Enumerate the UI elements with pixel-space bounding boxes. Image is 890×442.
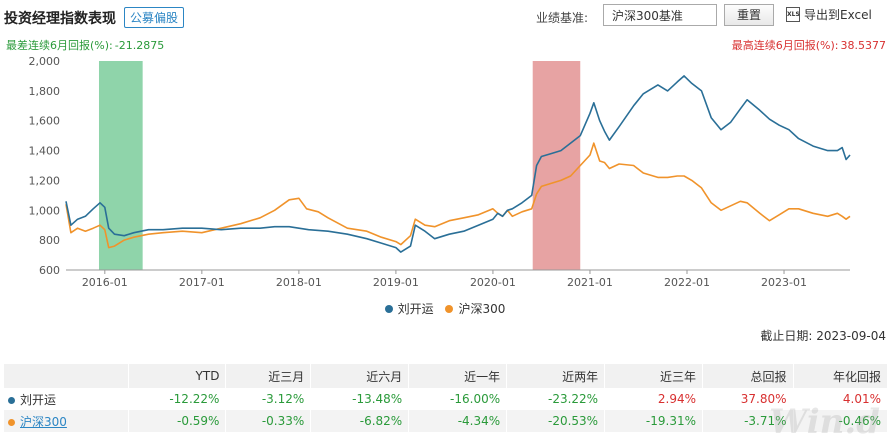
worst-6m-value: -21.2875 <box>114 39 165 52</box>
y-tick-label: 800 <box>39 234 60 247</box>
fund-type-tag[interactable]: 公募偏股 <box>124 7 185 28</box>
reset-button[interactable]: 重置 <box>724 4 774 26</box>
column-header: 近三年 <box>604 364 704 388</box>
y-tick-label: 1,800 <box>29 85 61 98</box>
row-name[interactable]: 沪深300 <box>4 410 129 432</box>
benchmark-label: 业绩基准: <box>536 11 589 25</box>
chart-legend: 刘开运 沪深300 <box>0 300 890 317</box>
x-tick-label: 2022-01 <box>664 276 710 289</box>
worst-6m-stat: 最差连续6月回报(%): -21.2875 <box>4 37 164 53</box>
best-6m-stat: 最高连续6月回报(%): 38.5377 <box>730 37 886 53</box>
legend-item-manager[interactable]: 刘开运 <box>384 300 434 317</box>
table-cell: -3.71% <box>702 410 794 432</box>
table-cell: 4.01% <box>793 388 889 410</box>
table-cell: -16.00% <box>408 388 508 410</box>
table-cell: -0.33% <box>225 410 312 432</box>
band-worst-6m <box>98 61 143 270</box>
x-tick-label: 2018-01 <box>276 276 322 289</box>
table-cell: -19.31% <box>604 410 704 432</box>
table-cell: 2.94% <box>604 388 704 410</box>
table-cell: -0.59% <box>128 410 227 432</box>
table-cell: -13.48% <box>310 388 410 410</box>
y-tick-label: 600 <box>39 264 60 277</box>
performance-table: YTD 近三月 近六月 近一年 近两年 近三年 总回报 年化回报 刘开运 -12.22% -3.1… <box>4 364 889 432</box>
page-title: 投资经理指数表现 <box>4 11 116 27</box>
row-name-label: 沪深300 <box>20 414 67 429</box>
row-name: 刘开运 <box>4 388 129 410</box>
header: 投资经理指数表现 公募偏股 业绩基准: 重置 XLS 导出到Excel <box>0 0 890 34</box>
table-cell: 37.80% <box>702 388 794 410</box>
best-6m-label: 最高连续6月回报(%): <box>731 39 839 52</box>
performance-chart: 600 800 1,000 1,200 1,400 1,600 1,800 2,000 2016… <box>29 55 851 289</box>
export-label: 导出到Excel <box>804 8 872 22</box>
x-tick-label: 2017-01 <box>179 276 225 289</box>
table-cell: -3.12% <box>225 388 312 410</box>
table-header-row: YTD 近三月 近六月 近一年 近两年 近三年 总回报 年化回报 <box>4 364 889 388</box>
legend-label-manager: 刘开运 <box>397 302 434 316</box>
y-tick-label: 1,200 <box>29 174 61 187</box>
column-header: 近两年 <box>506 364 606 388</box>
column-header: 总回报 <box>702 364 794 388</box>
row-dot <box>8 396 15 404</box>
legend-dot-index <box>445 304 454 313</box>
table-cell: -20.53% <box>506 410 606 432</box>
series-line-manager <box>65 75 851 253</box>
table-cell: -6.82% <box>310 410 410 432</box>
row-dot <box>8 418 15 426</box>
column-header <box>4 364 129 388</box>
x-tick-label: 2019-01 <box>373 276 419 289</box>
x-tick-label: 2020-01 <box>470 276 516 289</box>
table-cell: -4.34% <box>408 410 508 432</box>
row-name-label: 刘开运 <box>20 392 57 407</box>
excel-icon: XLS <box>786 7 800 22</box>
export-excel-button[interactable]: XLS 导出到Excel <box>786 6 872 23</box>
worst-6m-label: 最差连续6月回报(%): <box>6 39 113 52</box>
column-header: 近三月 <box>225 364 312 388</box>
as-of-date: 截止日期: 2023-09-04 <box>760 329 886 343</box>
band-best-6m <box>532 61 581 270</box>
y-tick-label: 1,000 <box>29 204 61 217</box>
legend-item-index[interactable]: 沪深300 <box>445 300 505 317</box>
y-tick-label: 1,400 <box>29 145 61 158</box>
x-tick-label: 2016-01 <box>82 276 128 289</box>
column-header: 年化回报 <box>793 364 889 388</box>
y-tick-label: 2,000 <box>29 55 61 68</box>
table-cell: -0.46% <box>793 410 889 432</box>
table-cell: -23.22% <box>506 388 606 410</box>
column-header: 近一年 <box>408 364 508 388</box>
x-tick-label: 2023-01 <box>761 276 807 289</box>
x-tick-label: 2021-01 <box>567 276 613 289</box>
table-row: 刘开运 -12.22% -3.12% -13.48% -16.00% -23.22% 2.9… <box>4 388 889 410</box>
benchmark-input[interactable] <box>603 4 717 26</box>
table-cell: -12.22% <box>128 388 227 410</box>
table-row: 沪深300 -0.59% -0.33% -6.82% -4.34% -20.53% -19.… <box>4 410 889 432</box>
column-header: YTD <box>128 364 227 388</box>
wind-watermark: Win.d <box>769 402 880 442</box>
y-tick-label: 1,600 <box>29 115 61 128</box>
column-header: 近六月 <box>310 364 410 388</box>
legend-dot-manager <box>384 304 393 313</box>
legend-label-index: 沪深300 <box>458 302 506 316</box>
best-6m-value: 38.5377 <box>840 39 887 52</box>
